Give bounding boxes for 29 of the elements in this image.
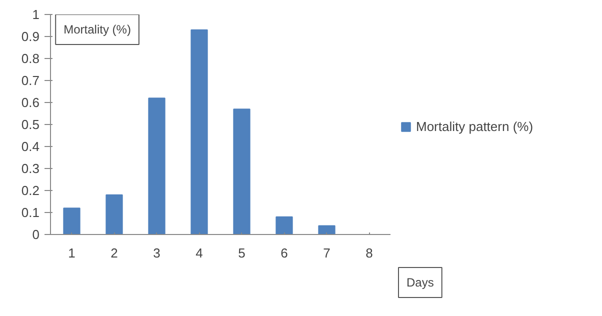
bar (63, 208, 80, 234)
x-tick-label: 6 (280, 246, 288, 260)
bar (190, 29, 208, 234)
bar (233, 108, 250, 234)
y-tick-label: 0 (32, 227, 40, 242)
x-tick-label: 4 (196, 246, 203, 260)
bar (276, 216, 293, 234)
y-tick-label: 0.2 (21, 183, 40, 198)
y-tick-label: 0.1 (21, 205, 40, 220)
bar (148, 98, 166, 234)
y-tick-label: 0.3 (21, 161, 40, 176)
y-tick-label: 1 (32, 7, 40, 22)
y-tick-label: 0.6 (21, 95, 40, 110)
x-tick-label: 8 (366, 246, 373, 260)
x-tick-label: 5 (238, 246, 246, 260)
bar (318, 225, 336, 234)
y-tick-label: 0.9 (21, 29, 40, 44)
bar (106, 194, 123, 234)
y-tick-label: 0.4 (21, 139, 40, 154)
y-tick-label: 0.8 (21, 51, 40, 66)
y-tick-label: 0.5 (21, 117, 40, 132)
x-tick-label: 3 (153, 246, 160, 260)
x-axis-title: Days (406, 276, 434, 290)
legend-label: Mortality pattern (%) (416, 119, 534, 134)
x-tick-label: 7 (323, 246, 330, 260)
y-axis-title: Mortality (%) (64, 22, 131, 36)
x-tick-label: 2 (110, 246, 118, 260)
y-tick-label: 0.7 (21, 73, 40, 88)
x-tick-label: 1 (68, 246, 76, 260)
